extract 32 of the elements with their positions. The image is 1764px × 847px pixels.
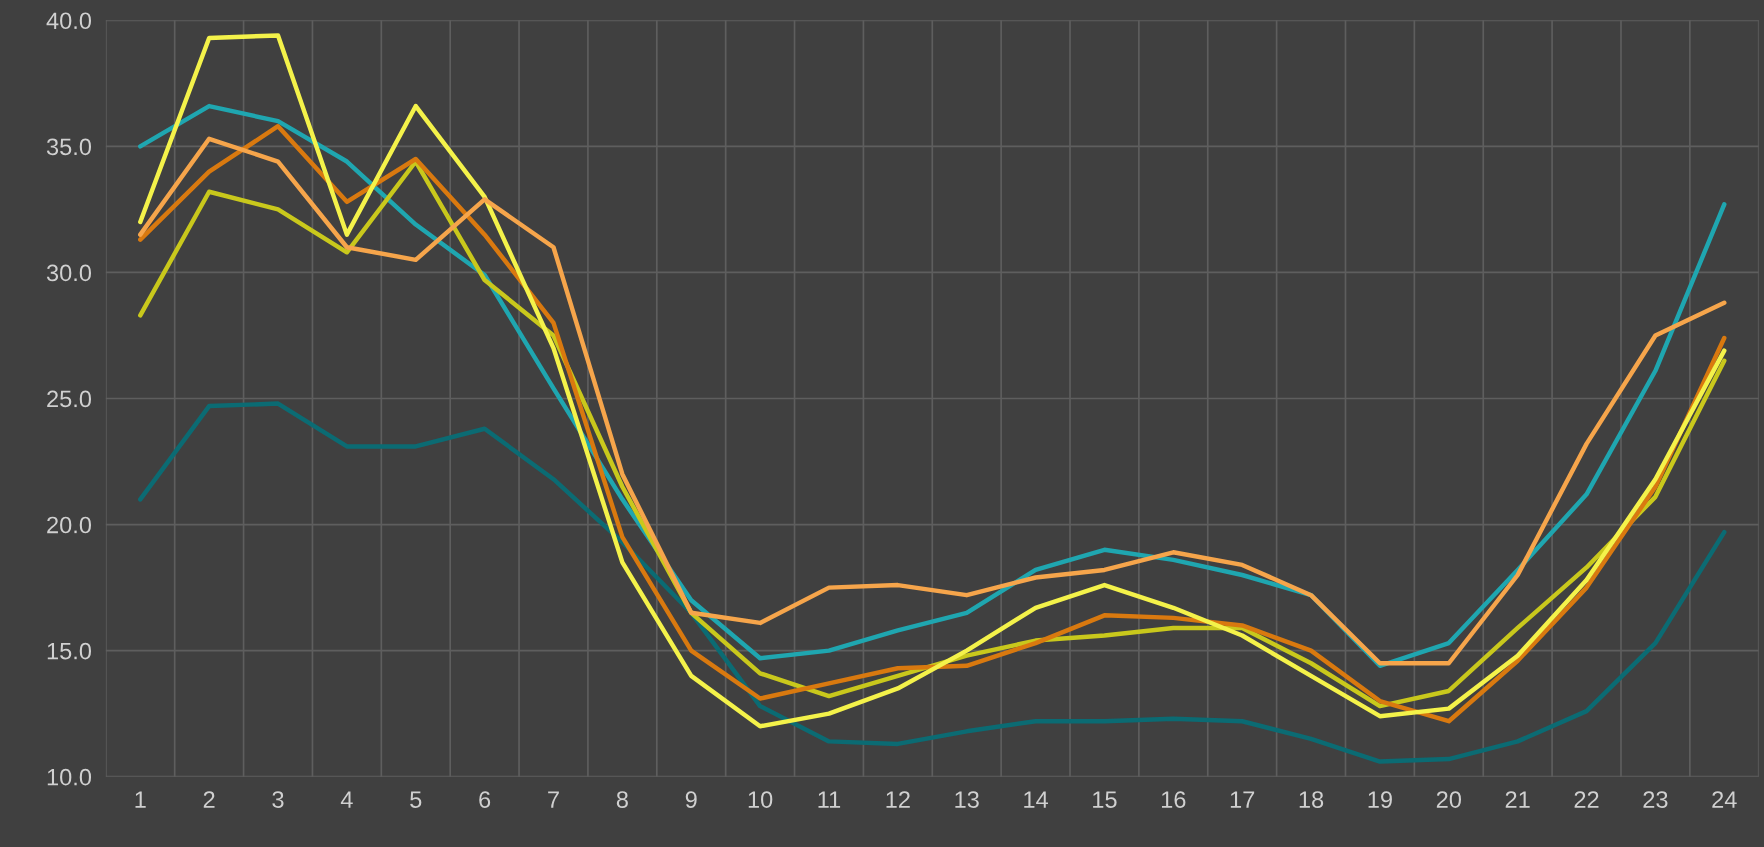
- x-tick-label: 20: [1436, 791, 1461, 808]
- x-tick-label: 18: [1299, 791, 1324, 808]
- x-tick-label: 22: [1574, 791, 1599, 808]
- x-tick-label: 19: [1368, 791, 1392, 808]
- y-tick-label: 20.0: [47, 516, 92, 534]
- x-tick-label: 6: [479, 791, 491, 808]
- x-tick-label: 12: [886, 791, 910, 808]
- y-tick-label: 35.0: [46, 138, 92, 156]
- x-tick-label: 15: [1093, 791, 1117, 808]
- x-tick-label: 24: [1712, 791, 1737, 808]
- x-tick-label: 21: [1505, 791, 1530, 808]
- x-tick-label: 3: [272, 791, 284, 808]
- x-tick-label: 10: [748, 791, 773, 808]
- x-tick-label: 13: [955, 791, 979, 808]
- line-series: [138, 401, 1727, 764]
- x-tick-label: 9: [685, 791, 697, 808]
- y-tick-label: 25.0: [47, 390, 92, 408]
- y-tick-label: 30.0: [46, 264, 92, 282]
- x-tick-label: 11: [818, 791, 841, 808]
- x-tick-label: 5: [410, 791, 422, 808]
- x-tick-label: 1: [135, 791, 146, 808]
- x-tick-label: 17: [1230, 791, 1255, 808]
- x-tick-label: 7: [548, 791, 559, 808]
- x-tick-label: 14: [1024, 791, 1049, 808]
- y-tick-label: 40.0: [46, 12, 92, 30]
- y-tick-label: 15.0: [47, 642, 92, 660]
- y-tick-label: 10.0: [47, 768, 92, 786]
- x-tick-label: 4: [340, 791, 353, 808]
- x-tick-label: 2: [203, 791, 215, 808]
- x-tick-label: 16: [1161, 791, 1186, 808]
- x-tick-label: 8: [616, 791, 628, 808]
- x-tick-label: 23: [1643, 791, 1668, 808]
